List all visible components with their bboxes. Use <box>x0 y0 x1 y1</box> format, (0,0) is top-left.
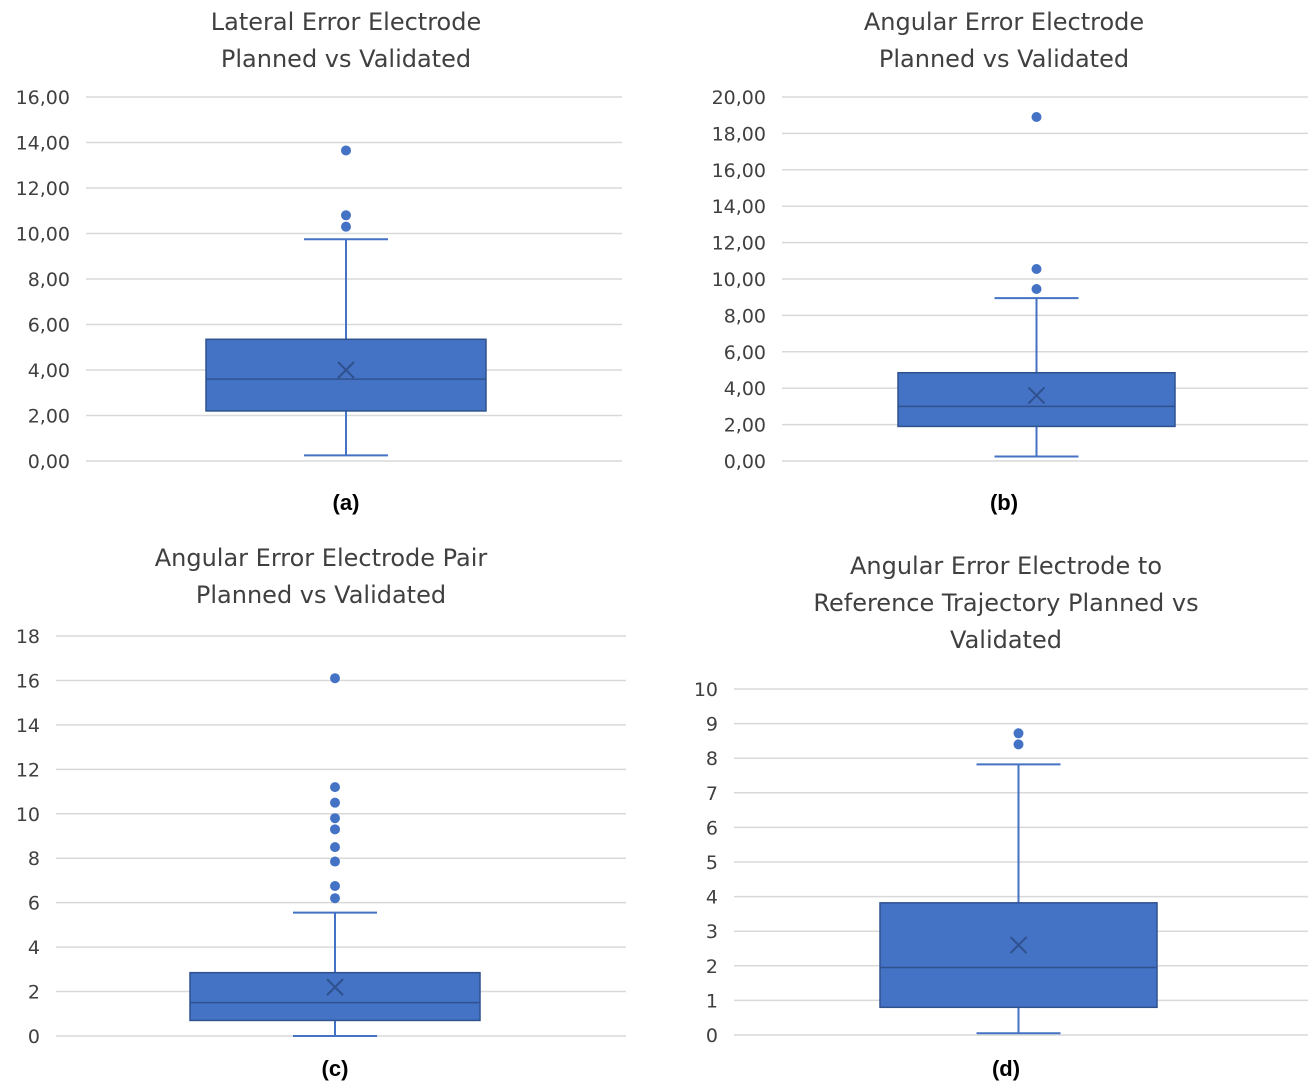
y-tick-label: 9 <box>706 714 718 736</box>
chart-title-line: Angular Error Electrode Pair <box>154 544 488 572</box>
y-tick-label: 0,00 <box>724 451 766 473</box>
outlier-point <box>330 824 340 835</box>
y-tick-label: 8 <box>706 748 718 770</box>
y-tick-label: 6,00 <box>28 315 70 337</box>
outlier-point <box>1031 112 1042 123</box>
y-tick-label: 16,00 <box>16 87 70 109</box>
box-plot-d: 0 1 2 3 4 5 6 7 8 9 10 <box>694 679 1308 1047</box>
outlier-point <box>341 145 351 156</box>
y-tick-label: 0 <box>28 1026 40 1048</box>
chart-title-line: Planned vs Validated <box>220 45 472 73</box>
panel-label-b: (b) <box>989 490 1019 515</box>
chart-title-line: Lateral Error Electrode <box>210 8 482 36</box>
y-tick-label: 20,00 <box>712 87 766 109</box>
chart-title-c: Angular Error Electrode Pair Planned vs … <box>0 540 642 614</box>
outlier-point <box>330 881 340 891</box>
y-tick-label: 6 <box>28 893 40 915</box>
y-tick-label: 14 <box>16 715 40 737</box>
y-tick-label: 4 <box>28 937 40 959</box>
mean-marker <box>326 978 344 996</box>
outlier-point <box>330 797 340 808</box>
outlier-point <box>1031 263 1042 274</box>
chart-title-line: Planned vs Validated <box>878 45 1130 73</box>
panel-label-c: (c) <box>321 1056 349 1081</box>
mean-marker <box>337 361 355 379</box>
box-plot-a: 0,00 2,00 4,00 6,00 8,00 10,00 12,00 14,00 16,00 <box>16 87 622 473</box>
y-tick-label: 4,00 <box>724 378 766 400</box>
panel-label-d: (d) <box>991 1056 1021 1081</box>
y-tick-label: 12,00 <box>16 178 70 200</box>
y-tick-label: 4 <box>706 887 718 909</box>
outlier-point <box>1013 728 1024 739</box>
outlier-point <box>330 782 340 793</box>
y-tick-label: 4,00 <box>28 360 70 382</box>
y-tick-label: 16,00 <box>712 160 766 182</box>
y-tick-label: 6,00 <box>724 342 766 364</box>
outlier-point <box>330 856 340 867</box>
outlier-point <box>341 221 351 232</box>
chart-title-line: Planned vs Validated <box>195 581 447 609</box>
outlier-point <box>330 842 340 853</box>
box-plot-b: 0,00 2,00 4,00 6,00 8,00 10,00 12,00 14,00 16,00… <box>712 87 1308 473</box>
chart-panel-a: Lateral Error Electrode Planned vs Valid… <box>0 0 640 530</box>
chart-panel-d: Angular Error Electrode to Reference Tra… <box>672 530 1312 1091</box>
y-tick-label: 2,00 <box>724 415 766 437</box>
y-tick-label: 2 <box>706 956 718 978</box>
y-tick-label: 14,00 <box>16 133 70 155</box>
y-tick-label: 16 <box>16 670 40 692</box>
y-tick-label: 12 <box>16 759 40 781</box>
y-tick-label: 14,00 <box>712 196 766 218</box>
chart-panel-b: Angular Error Electrode Planned vs Valid… <box>672 0 1312 530</box>
y-tick-label: 18,00 <box>712 123 766 145</box>
y-tick-label: 0,00 <box>28 451 70 473</box>
outlier-point <box>330 893 340 904</box>
y-tick-label: 10,00 <box>712 269 766 291</box>
y-tick-label: 6 <box>706 817 718 839</box>
y-tick-label: 5 <box>706 852 718 874</box>
outlier-point <box>1031 284 1042 295</box>
chart-title-line: Validated <box>950 626 1062 654</box>
outlier-point <box>1013 739 1024 750</box>
mean-marker <box>1027 386 1046 405</box>
y-tick-label: 7 <box>706 783 718 805</box>
y-tick-label: 10 <box>16 804 40 826</box>
y-tick-label: 10,00 <box>16 224 70 246</box>
box-plot-c: 0 2 4 6 8 10 12 14 16 18 <box>16 626 626 1048</box>
iqr-box <box>205 338 487 412</box>
y-tick-label: 8,00 <box>724 305 766 327</box>
chart-title-a: Lateral Error Electrode Planned vs Valid… <box>26 4 666 78</box>
y-tick-label: 8 <box>28 848 40 870</box>
y-tick-label: 3 <box>706 921 718 943</box>
chart-title-line: Reference Trajectory Planned vs <box>813 589 1199 617</box>
iqr-box <box>879 902 1158 1009</box>
chart-title-line: Angular Error Electrode to <box>849 552 1163 580</box>
mean-marker <box>1009 936 1028 954</box>
panel-label-a: (a) <box>332 490 360 515</box>
chart-title-d: Angular Error Electrode to Reference Tra… <box>686 548 1312 659</box>
outlier-point <box>341 210 351 221</box>
outlier-point <box>330 813 340 824</box>
iqr-box <box>189 971 481 1022</box>
chart-title-line: Angular Error Electrode <box>863 8 1145 36</box>
y-tick-label: 1 <box>706 990 718 1012</box>
y-tick-label: 10 <box>694 679 718 701</box>
y-tick-label: 2 <box>28 982 40 1004</box>
y-tick-label: 18 <box>16 626 40 648</box>
chart-panel-c: Angular Error Electrode Pair Planned vs … <box>0 530 640 1091</box>
y-tick-label: 0 <box>706 1025 718 1047</box>
y-tick-label: 2,00 <box>28 406 70 428</box>
chart-title-b: Angular Error Electrode Planned vs Valid… <box>704 4 1304 78</box>
y-tick-label: 12,00 <box>712 233 766 255</box>
iqr-box <box>897 371 1176 428</box>
outlier-point <box>330 673 340 684</box>
y-tick-label: 8,00 <box>28 269 70 291</box>
